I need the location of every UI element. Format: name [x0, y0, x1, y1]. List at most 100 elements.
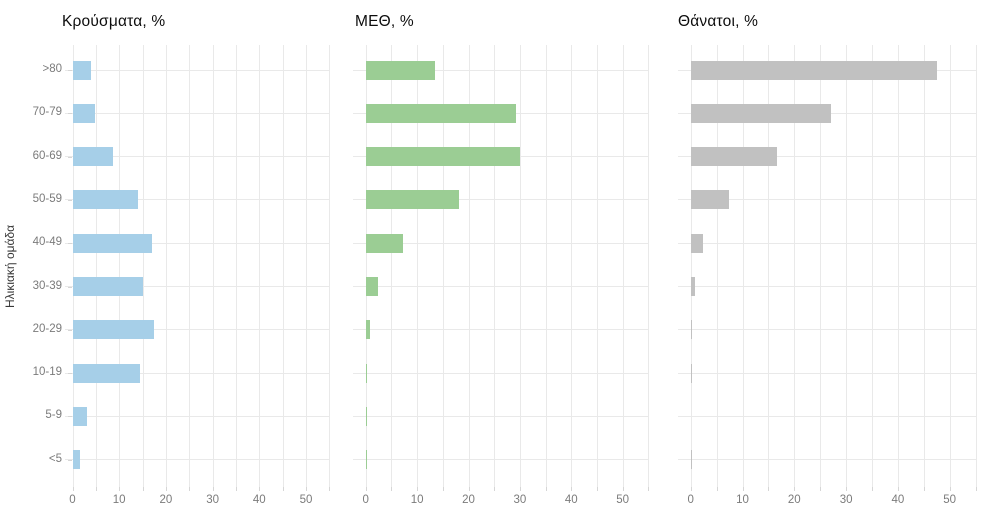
- y-tick-label: >80: [42, 63, 62, 75]
- x-tick-label: 40: [564, 494, 578, 506]
- x-axis-tick: [820, 487, 822, 491]
- x-axis-tick: [282, 487, 284, 491]
- x-tick-label: 30: [513, 494, 527, 506]
- bar-5-9: [72, 406, 88, 426]
- x-axis-tick: [329, 487, 331, 491]
- bar-70-79: [365, 103, 517, 123]
- y-axis-tick: [68, 459, 72, 461]
- x-axis-tick: [794, 487, 796, 491]
- y-axis-tick: [68, 113, 72, 115]
- gridline-vertical: [119, 45, 121, 487]
- gridline-vertical: [282, 45, 284, 487]
- bar-20-29: [72, 320, 154, 340]
- gridline-horizontal: [678, 372, 976, 374]
- x-axis-tick: [212, 487, 214, 491]
- gridline-horizontal: [65, 415, 329, 417]
- x-axis-tick: [142, 487, 144, 491]
- bar-20-29: [690, 320, 692, 340]
- gridline-horizontal: [353, 329, 648, 331]
- x-axis-tick: [897, 487, 899, 491]
- gridline-vertical: [519, 45, 521, 487]
- chart-title-icu: ΜΕΘ, %: [355, 13, 414, 30]
- bar-10-19: [690, 363, 692, 383]
- x-axis-tick: [189, 487, 191, 491]
- gridline-horizontal: [65, 286, 329, 287]
- bar-50-59: [72, 190, 138, 210]
- bar-10-19: [365, 363, 368, 383]
- x-axis-tick: [742, 487, 744, 491]
- gridline-vertical: [648, 45, 650, 487]
- y-axis-tick: [68, 373, 72, 375]
- gridline-horizontal: [678, 286, 976, 287]
- bar-70-79: [690, 103, 831, 123]
- gridline-horizontal: [353, 372, 648, 374]
- gridline-vertical: [165, 45, 167, 487]
- gridline-vertical: [442, 45, 444, 487]
- bar-10-19: [72, 363, 140, 383]
- y-tick-label: 50-59: [32, 192, 62, 205]
- gridline-vertical: [571, 45, 573, 487]
- gridline-vertical: [494, 45, 496, 487]
- gridline-horizontal: [65, 112, 329, 114]
- y-tick-label: 10-19: [32, 366, 62, 379]
- bar-<5: [690, 450, 692, 470]
- bar-50-59: [690, 190, 729, 210]
- gridline-vertical: [597, 45, 598, 487]
- x-axis-tick: [846, 487, 848, 491]
- x-axis-tick: [95, 487, 97, 491]
- gridline-horizontal: [65, 199, 329, 201]
- x-tick-label: 0: [362, 494, 369, 506]
- y-tick-label: <5: [48, 452, 62, 465]
- y-tick-label: 40-49: [32, 236, 62, 249]
- bar->80: [72, 60, 91, 80]
- gridline-horizontal: [353, 69, 648, 71]
- y-axis-tick: [68, 329, 72, 331]
- y-tick-label: 30-39: [32, 279, 62, 292]
- gridline-horizontal: [353, 286, 648, 287]
- gridline-vertical: [794, 45, 796, 487]
- gridline-vertical: [329, 45, 331, 487]
- gridline-vertical: [417, 45, 419, 487]
- bar-60-69: [690, 147, 777, 167]
- x-axis-tick: [949, 487, 951, 491]
- x-axis-tick: [872, 487, 873, 491]
- gridline-vertical: [690, 45, 692, 487]
- gridline-horizontal: [678, 156, 976, 158]
- x-tick-label: 10: [112, 494, 126, 506]
- x-axis-tick: [417, 487, 419, 491]
- gridline-horizontal: [678, 415, 976, 417]
- x-tick-label: 0: [687, 494, 694, 506]
- x-tick-label: 20: [462, 494, 475, 506]
- x-axis-tick: [597, 487, 598, 491]
- gridline-vertical: [622, 45, 624, 487]
- gridline-horizontal: [65, 69, 329, 71]
- x-axis-tick: [545, 487, 547, 491]
- gridline-horizontal: [65, 156, 329, 158]
- gridline-vertical: [259, 45, 261, 487]
- gridline-vertical: [846, 45, 848, 487]
- x-tick-label: 30: [839, 494, 853, 506]
- chart-title-cases: Κρούσματα, %: [62, 13, 166, 30]
- x-axis-tick: [306, 487, 307, 491]
- x-axis-tick: [365, 487, 367, 491]
- gridline-vertical: [768, 45, 770, 487]
- x-tick-label: 20: [159, 494, 173, 506]
- bar-5-9: [365, 406, 367, 426]
- gridline-horizontal: [353, 459, 648, 461]
- bar-40-49: [365, 233, 404, 253]
- x-axis-tick: [975, 487, 977, 491]
- gridline-vertical: [545, 45, 547, 487]
- bar-<5: [72, 450, 81, 470]
- gridline-vertical: [716, 45, 718, 487]
- gridline-vertical: [975, 45, 977, 487]
- x-axis-tick: [571, 487, 573, 491]
- x-axis-tick: [622, 487, 624, 491]
- x-tick-label: 50: [943, 494, 957, 506]
- gridline-horizontal: [65, 459, 329, 461]
- bar-60-69: [365, 147, 520, 167]
- bar-30-39: [690, 277, 695, 296]
- gridline-vertical: [897, 45, 899, 487]
- bar-20-29: [365, 320, 371, 340]
- gridline-vertical: [820, 45, 822, 487]
- x-axis-tick: [391, 487, 393, 491]
